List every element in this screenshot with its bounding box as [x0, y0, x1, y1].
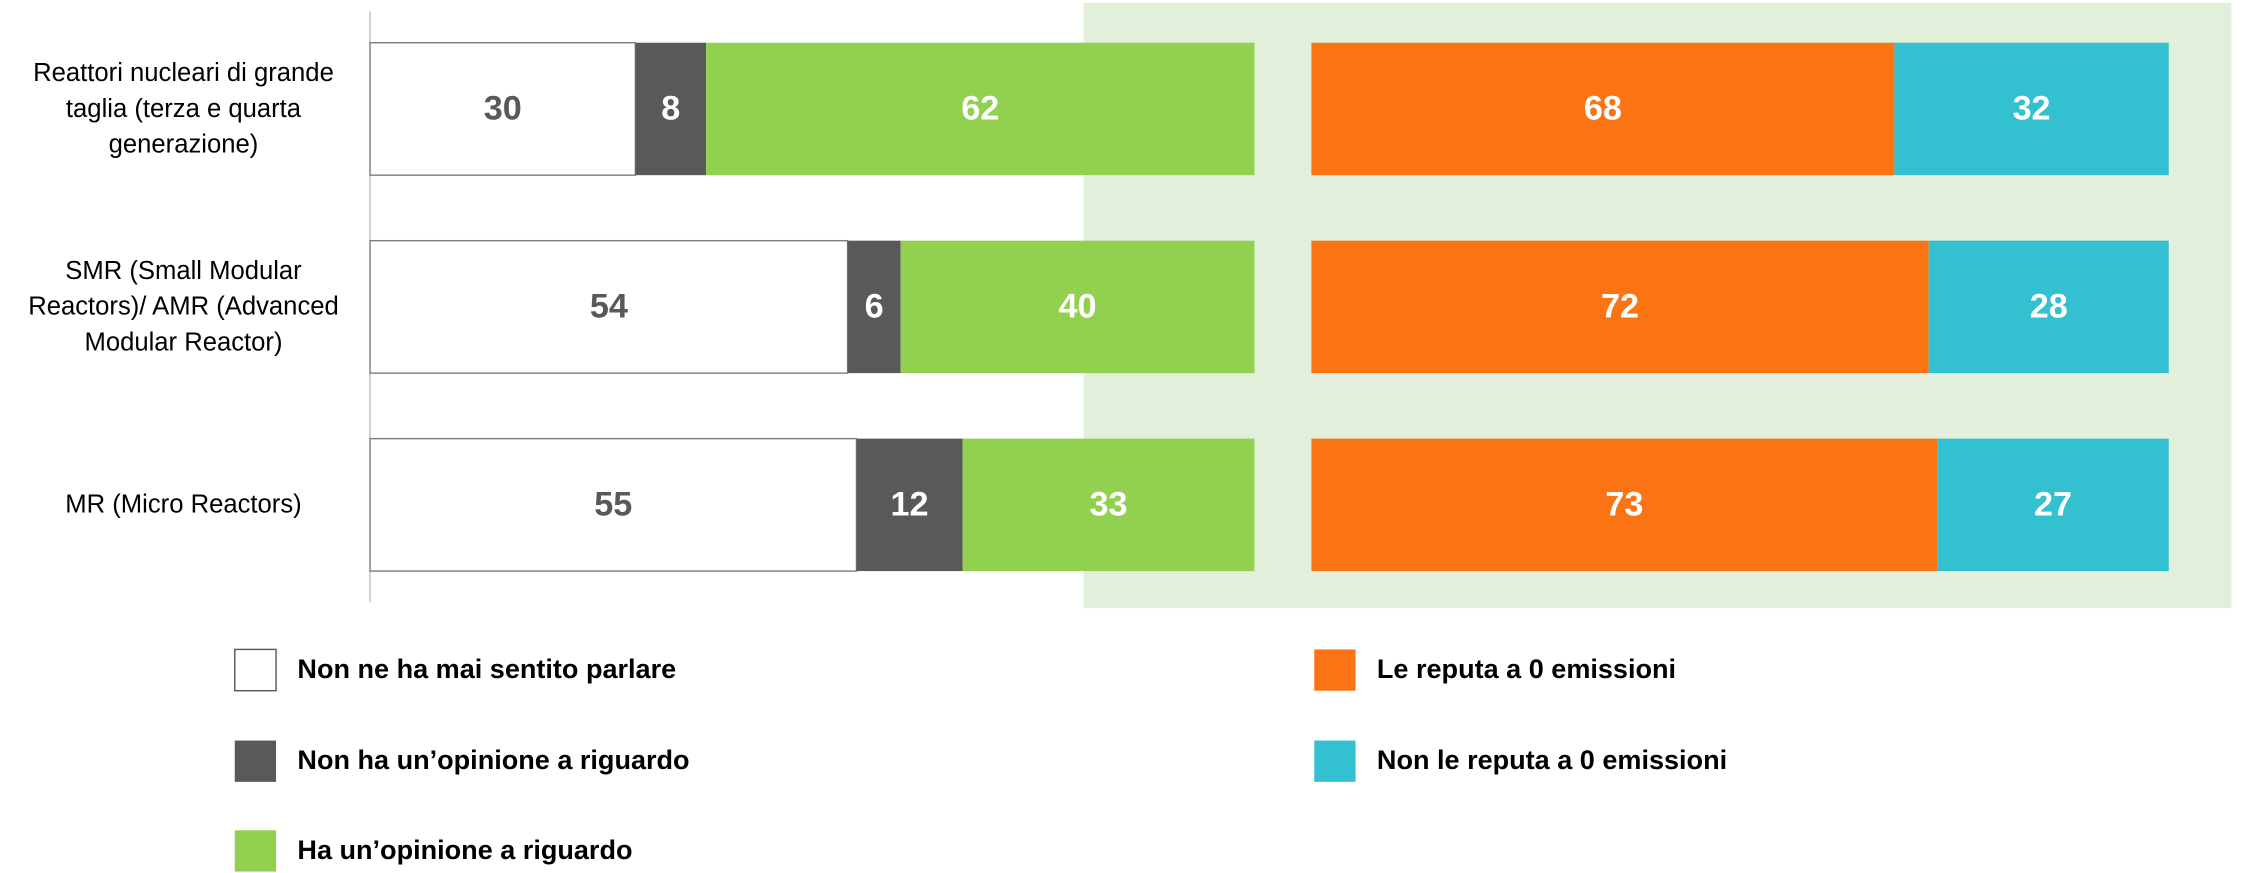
- legend-label: Ha un’opinione a riguardo: [297, 835, 632, 865]
- bar-segment: [369, 239, 849, 374]
- value-label: 30: [484, 89, 522, 127]
- value-label: 28: [2030, 287, 2068, 325]
- legend-label: Le reputa a 0 emissioni: [1377, 654, 1676, 684]
- legend-label: Non le reputa a 0 emissioni: [1377, 745, 1727, 775]
- value-label: 55: [594, 485, 632, 523]
- bar-segment: [847, 240, 901, 374]
- bar-segment: [1928, 240, 2169, 374]
- category-text: SMR (Small Modular Reactors)/ AMR (Advan…: [28, 256, 339, 357]
- value-label: 73: [1605, 485, 1643, 523]
- value-label: 40: [1059, 287, 1097, 325]
- value-label: 68: [1584, 89, 1622, 127]
- value-label: 32: [2013, 89, 2051, 127]
- value-label: 6: [865, 287, 884, 325]
- legend-swatch: [234, 830, 277, 872]
- value-label: 62: [961, 89, 999, 127]
- bar-segment: [369, 437, 858, 572]
- legend-swatch: [1314, 649, 1356, 691]
- value-label: 27: [2034, 485, 2072, 523]
- bar-segment: [856, 438, 963, 572]
- legend-swatch: [1314, 740, 1356, 782]
- category-label: SMR (Small Modular Reactors)/ AMR (Advan…: [28, 256, 339, 357]
- value-label: 12: [891, 485, 929, 523]
- bar-segment: [1311, 42, 1895, 176]
- bar-segment: [1894, 42, 2169, 176]
- bar-segment: [706, 42, 1255, 176]
- bar-segment: [900, 240, 1255, 374]
- category-label: MR (Micro Reactors): [65, 489, 302, 519]
- legend-swatch: [234, 648, 277, 692]
- value-label: 54: [590, 287, 628, 325]
- bar-segment: [962, 438, 1255, 572]
- value-label: 72: [1601, 287, 1639, 325]
- legend-swatch: [234, 740, 277, 782]
- bar-segment: [635, 42, 707, 176]
- category-text: Reattori nucleari di grande taglia (terz…: [33, 58, 334, 159]
- bar-segment: [1311, 240, 1929, 374]
- category-label: Reattori nucleari di grande taglia (terz…: [33, 58, 334, 159]
- value-label: 8: [661, 89, 680, 127]
- bar-segment: [369, 42, 637, 176]
- legend-label: Non ha un’opinione a riguardo: [297, 745, 689, 775]
- legend-label: Non ne ha mai sentito parlare: [297, 654, 676, 684]
- bar-segment: [1311, 438, 1938, 572]
- category-text: MR (Micro Reactors): [65, 489, 302, 519]
- value-label: 33: [1090, 485, 1128, 523]
- bar-segment: [1937, 438, 2169, 572]
